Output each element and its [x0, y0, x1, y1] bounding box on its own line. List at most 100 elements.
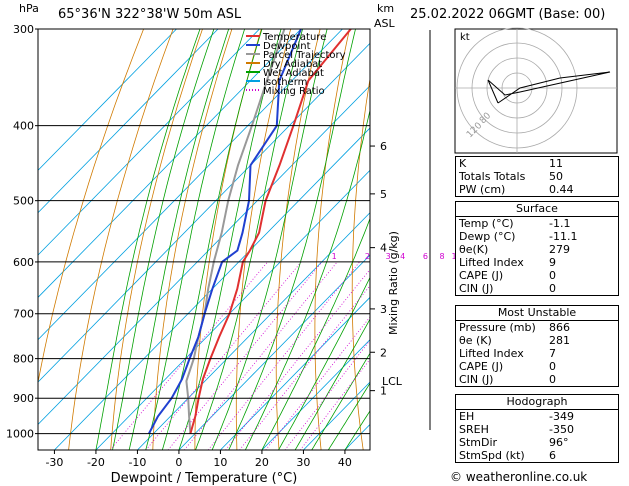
surface-value: 279 — [549, 243, 570, 256]
mixing-ratio-line — [284, 339, 370, 450]
surface-key: θe(K) — [459, 243, 489, 256]
dry-adiabat-line — [110, 29, 203, 450]
index-row: PW (cm) 0.44 — [456, 183, 618, 196]
km-tick-label: 4 — [380, 242, 387, 255]
isotherm-line — [38, 29, 177, 171]
datetime-title: 25.02.2022 06GMT (Base: 00) — [410, 7, 606, 22]
most-unstable-key: CAPE (J) — [459, 360, 504, 373]
wet-adiabat-line — [228, 29, 356, 450]
hodograph-stat-key: EH — [459, 410, 475, 423]
wet-adiabat-line — [145, 29, 245, 450]
surface-value: 9 — [549, 256, 556, 269]
mixing-ratio-label: 1 — [332, 252, 337, 261]
pressure-tick-label: 900 — [13, 392, 34, 405]
dewpoint-line — [148, 29, 302, 435]
pressure-tick-label: 600 — [13, 256, 34, 269]
surface-value: 0 — [549, 269, 556, 282]
hodograph-stat-value: -349 — [549, 410, 574, 423]
surface-title: Surface — [456, 202, 618, 217]
isotherm-line — [261, 339, 370, 450]
wet-adiabat-line — [95, 29, 201, 450]
most-unstable-value: 281 — [549, 334, 570, 347]
mixing-ratio-line — [239, 285, 370, 450]
surface-key: CIN (J) — [459, 282, 494, 295]
pressure-units-label: hPa — [19, 2, 39, 15]
wet-adiabat-line — [244, 108, 370, 450]
km-tick-label: 5 — [380, 188, 387, 201]
pressure-tick-label: 1000 — [6, 428, 34, 441]
temperature-tick-label: -10 — [128, 456, 146, 469]
pressure-tick-label: 400 — [13, 120, 34, 133]
x-axis-label: Dewpoint / Temperature (°C) — [111, 471, 298, 486]
most-unstable-key: Lifted Index — [459, 347, 524, 360]
footer-credit: © weatheronline.co.uk — [450, 470, 588, 484]
most-unstable-key: Pressure (mb) — [459, 321, 536, 334]
surface-row: Dewp (°C) -11.1 — [456, 230, 618, 243]
most-unstable-row: Lifted Index 7 — [456, 347, 618, 360]
temperature-tick-label: 10 — [213, 456, 227, 469]
mixing-ratio-label: 3 — [386, 252, 391, 261]
temperature-tick-label: 0 — [175, 456, 182, 469]
temperature-tick-label: 30 — [296, 456, 310, 469]
isotherm-line — [38, 42, 370, 383]
wet-adiabat-line — [178, 29, 282, 450]
lcl-label: LCL — [382, 375, 403, 388]
temperature-tick-label: -30 — [45, 456, 63, 469]
wet-adiabat-line — [311, 352, 370, 450]
wet-adiabat-line — [161, 29, 263, 450]
surface-row: CIN (J) 0 — [456, 282, 618, 295]
most-unstable-row: θe (K) 281 — [456, 334, 618, 347]
hodograph-stat-row: SREH -350 — [456, 423, 618, 436]
location-title: 65°36'N 322°38'W 50m ASL — [58, 7, 242, 22]
isotherm-line — [95, 169, 370, 450]
wet-adiabat-line — [128, 29, 230, 450]
wet-adiabat-line — [195, 29, 303, 450]
legend-entry: Isotherm — [263, 77, 307, 88]
most-unstable-row: CAPE (J) 0 — [456, 360, 618, 373]
hodograph-stat-value: 6 — [549, 449, 556, 462]
isotherm-line — [220, 296, 370, 450]
hodograph-stats-title: Hodograph — [456, 395, 618, 410]
index-value: 50 — [549, 170, 563, 183]
temperature-tick-label: 40 — [338, 456, 352, 469]
isotherm-line — [38, 29, 302, 298]
most-unstable-row: Pressure (mb) 866 — [456, 321, 618, 334]
surface-value: -1.1 — [549, 217, 571, 230]
hodograph-frame — [454, 28, 618, 154]
most-unstable-value: 0 — [549, 373, 556, 386]
dry-adiabat-line — [351, 76, 370, 450]
temperature-tick-label: -20 — [87, 456, 105, 469]
surface-key: Temp (°C) — [459, 217, 514, 230]
index-key: Totals Totals — [459, 170, 526, 183]
wet-adiabat-line — [261, 217, 370, 450]
surface-row: Temp (°C) -1.1 — [456, 217, 618, 230]
surface-value: -11.1 — [549, 230, 578, 243]
parcel-trajectory-line — [185, 29, 286, 434]
mixing-ratio-line — [109, 261, 268, 450]
mixing-ratio-line — [145, 261, 302, 450]
hodograph-stat-row: EH -349 — [456, 410, 618, 423]
hodograph-stat-row: StmSpd (kt) 6 — [456, 449, 618, 462]
surface-key: CAPE (J) — [459, 269, 504, 282]
dry-adiabat-line — [152, 29, 233, 450]
pressure-tick-label: 300 — [13, 23, 34, 36]
isotherm-line — [38, 29, 343, 341]
mixing-ratio-line — [299, 358, 370, 450]
altitude-units-label-2: ASL — [374, 17, 395, 30]
most-unstable-title: Most Unstable — [456, 306, 618, 321]
legend-entry: Parcel Trajectory — [263, 50, 346, 61]
most-unstable-panel: Most Unstable Pressure (mb) 866 θe (K) 281 L… — [455, 305, 619, 387]
km-tick-label: 1 — [380, 385, 387, 398]
pressure-tick-label: 700 — [13, 308, 34, 321]
surface-panel: Surface Temp (°C) -1.1 Dewp (°C) -11.1 θe(K)… — [455, 201, 619, 296]
mixing-ratio-line — [207, 261, 360, 450]
dry-adiabat-line — [424, 29, 448, 450]
legend-entry: Wet Adiabat — [263, 68, 324, 79]
right-axis-label: Mixing Ratio (g/kg) — [387, 231, 400, 335]
km-tick-label: 3 — [380, 303, 387, 316]
most-unstable-value: 0 — [549, 360, 556, 373]
surface-row: CAPE (J) 0 — [456, 269, 618, 282]
most-unstable-key: CIN (J) — [459, 373, 494, 386]
most-unstable-row: CIN (J) 0 — [456, 373, 618, 386]
